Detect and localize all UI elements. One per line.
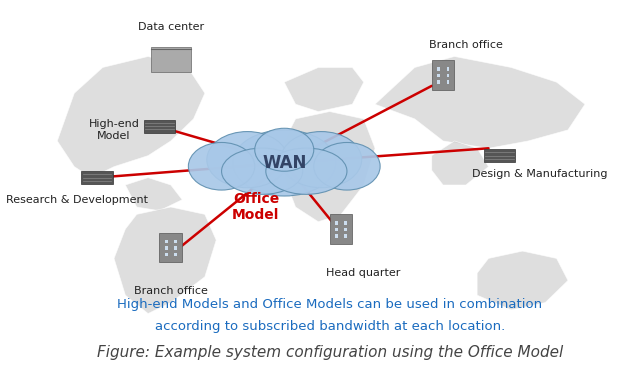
FancyBboxPatch shape — [174, 253, 177, 256]
FancyBboxPatch shape — [151, 47, 190, 73]
FancyBboxPatch shape — [344, 234, 347, 238]
FancyBboxPatch shape — [81, 171, 113, 184]
Text: Figure: Example system configuration using the Office Model: Figure: Example system configuration usi… — [97, 344, 563, 360]
Ellipse shape — [266, 148, 347, 194]
FancyBboxPatch shape — [446, 67, 450, 71]
FancyBboxPatch shape — [165, 246, 168, 250]
FancyBboxPatch shape — [159, 233, 182, 262]
FancyBboxPatch shape — [432, 60, 454, 90]
Text: Branch office: Branch office — [429, 40, 503, 50]
Ellipse shape — [314, 142, 380, 190]
Text: High-end Models and Office Models can be used in combination: High-end Models and Office Models can be… — [117, 298, 542, 311]
FancyBboxPatch shape — [165, 240, 168, 243]
FancyBboxPatch shape — [335, 228, 338, 231]
FancyBboxPatch shape — [144, 120, 175, 133]
Ellipse shape — [255, 128, 314, 171]
Text: Data center: Data center — [138, 22, 204, 32]
Polygon shape — [284, 112, 375, 222]
FancyBboxPatch shape — [330, 214, 352, 244]
FancyBboxPatch shape — [446, 80, 450, 84]
Ellipse shape — [188, 142, 255, 190]
Text: Design & Manufacturing: Design & Manufacturing — [472, 169, 608, 179]
Polygon shape — [114, 207, 216, 313]
Text: High-end
Model: High-end Model — [89, 119, 140, 141]
Ellipse shape — [221, 148, 303, 194]
Polygon shape — [57, 57, 205, 178]
FancyBboxPatch shape — [174, 240, 177, 243]
FancyBboxPatch shape — [438, 67, 440, 71]
FancyBboxPatch shape — [335, 234, 338, 238]
Polygon shape — [284, 67, 364, 112]
Text: Office
Model: Office Model — [232, 192, 280, 222]
Polygon shape — [477, 251, 568, 310]
FancyBboxPatch shape — [438, 74, 440, 77]
FancyBboxPatch shape — [344, 228, 347, 231]
Polygon shape — [125, 178, 182, 211]
Polygon shape — [432, 141, 489, 185]
Ellipse shape — [232, 130, 336, 196]
Text: according to subscribed bandwidth at each location.: according to subscribed bandwidth at eac… — [154, 320, 505, 333]
Text: Head quarter: Head quarter — [327, 268, 401, 278]
Ellipse shape — [281, 132, 361, 188]
FancyBboxPatch shape — [484, 149, 515, 162]
Text: WAN: WAN — [262, 154, 306, 172]
FancyBboxPatch shape — [165, 253, 168, 256]
Polygon shape — [375, 57, 585, 148]
FancyBboxPatch shape — [335, 221, 338, 225]
FancyBboxPatch shape — [174, 246, 177, 250]
Text: Branch office: Branch office — [134, 286, 208, 296]
FancyBboxPatch shape — [446, 74, 450, 77]
FancyBboxPatch shape — [344, 221, 347, 225]
Ellipse shape — [207, 132, 288, 188]
FancyBboxPatch shape — [438, 80, 440, 84]
Text: Research & Development: Research & Development — [6, 195, 148, 205]
